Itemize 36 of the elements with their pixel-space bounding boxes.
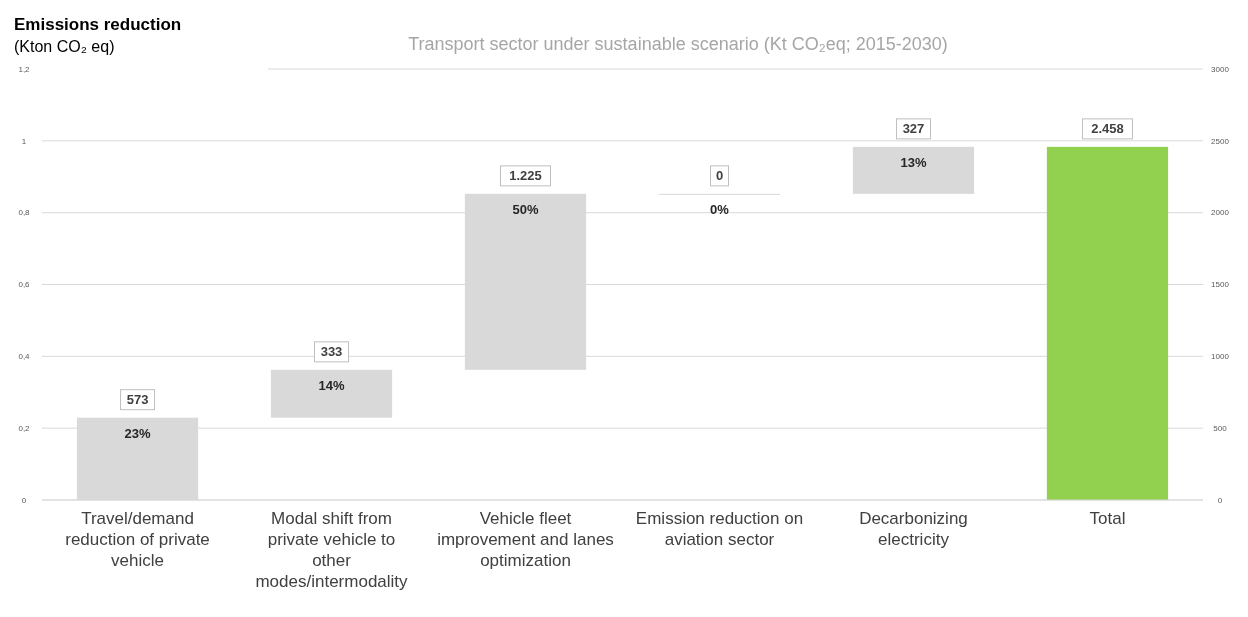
y2-tick-label: 2500 (1211, 136, 1230, 146)
x-tick-label: Total (1089, 509, 1126, 528)
data-label: 327 (902, 121, 925, 137)
data-label: 0 (715, 168, 724, 184)
bar (852, 146, 975, 194)
annotation: 23% (124, 426, 151, 442)
data-label: 333 (320, 344, 343, 360)
chart-title: Transport sector under sustainable scenario (Kt CO₂eq; 2015-2030) (408, 34, 948, 54)
y-axis-title: Emissions reduction (Kton CO₂ eq) (14, 15, 182, 55)
y-tick-label: 0 (21, 495, 27, 505)
data-label: 2.458 (1091, 121, 1124, 137)
y-tick-label: 0,4 (18, 352, 31, 362)
data-label: 1.225 (509, 168, 542, 184)
annotation: 50% (512, 202, 539, 218)
y-tick-label: 0,8 (18, 208, 31, 218)
bar (270, 369, 393, 418)
data-label: 573 (126, 392, 149, 408)
y-tick-label: 1 (21, 136, 27, 146)
y-tick-label: 0,6 (18, 280, 31, 290)
x-tick-label: Travel/demand reduction of private vehicle (65, 509, 210, 570)
y-tick-label: 1,2 (18, 64, 31, 74)
x-tick-label: Emission reduction on aviation sector (635, 509, 804, 549)
annotation: 0% (710, 202, 730, 218)
x-tick-label: Vehicle fleet improvement and lanes optimization (437, 509, 614, 570)
y2-tick-label: 0 (1217, 495, 1223, 505)
y2-tick-label: 500 (1213, 423, 1228, 433)
x-tick-label: Decarbonizing electricity (859, 509, 968, 549)
y-tick-label: 0,2 (18, 423, 31, 433)
bar (1046, 146, 1169, 500)
y2-tick-label: 1500 (1211, 280, 1230, 290)
x-tick-label: Modal shift from private vehicle to other modes/intermodality (255, 509, 409, 591)
annotation: 14% (318, 378, 345, 394)
y2-tick-label: 2000 (1211, 208, 1230, 218)
y2-tick-label: 3000 (1211, 64, 1230, 74)
y2-tick-label: 1000 (1211, 352, 1230, 362)
annotation: 13% (900, 155, 927, 171)
